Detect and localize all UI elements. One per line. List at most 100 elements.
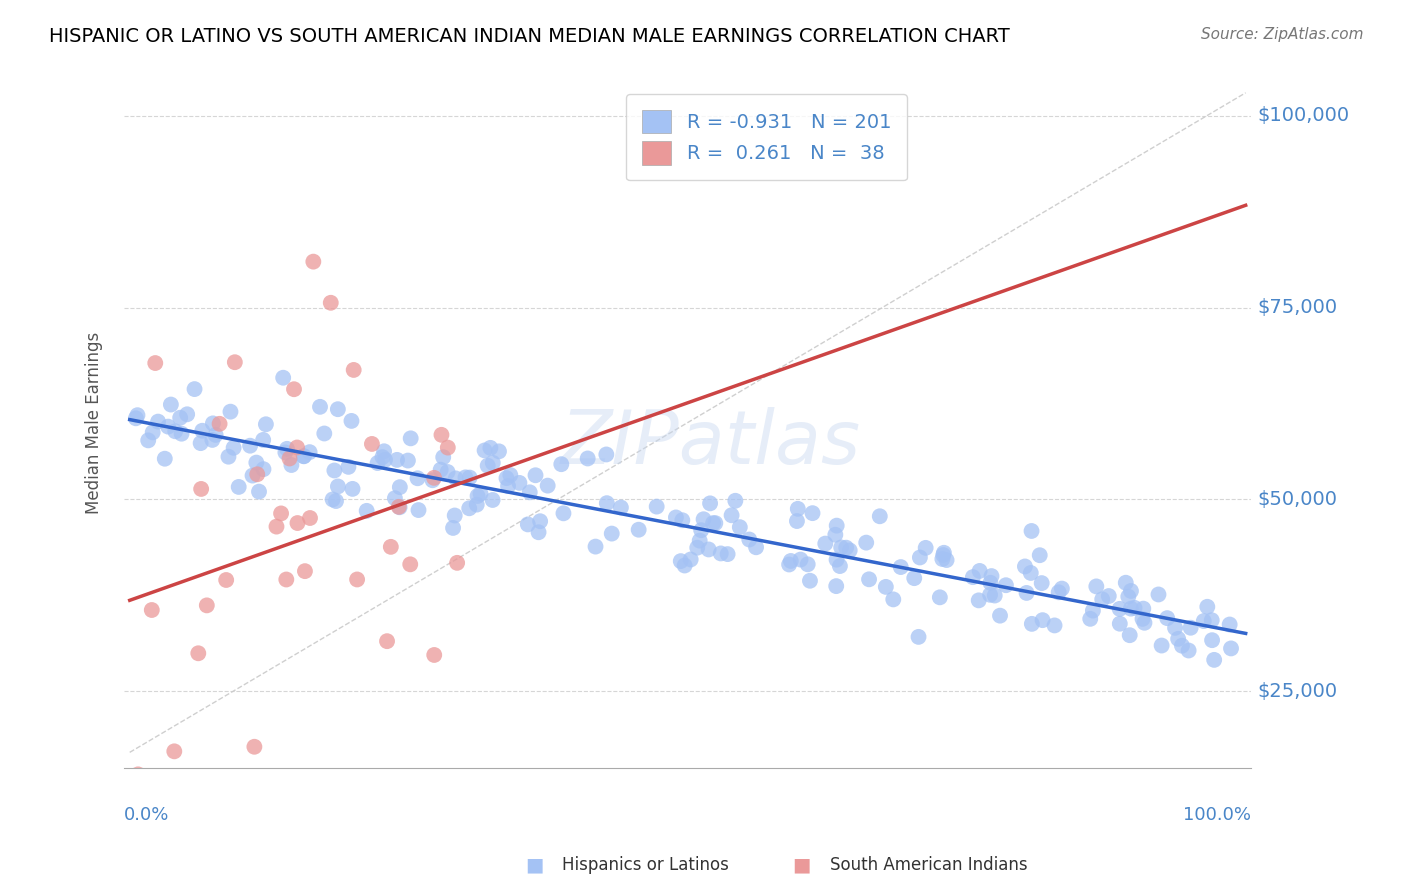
Point (141, 603, 163, 617)
Point (686, 541, 709, 555)
Point (266, 519, 288, 533)
Point (699, 496, 721, 510)
Point (294, 564, 316, 578)
Point (380, 540, 402, 554)
Point (576, 451, 599, 466)
Point (779, 554, 801, 568)
Point (326, 402, 349, 417)
Point (496, 479, 519, 493)
Point (176, 407, 198, 421)
Point (825, 518, 848, 533)
Point (385, 453, 408, 467)
Point (692, 512, 714, 526)
Point (356, 504, 378, 518)
Point (1078, 612, 1101, 626)
Text: ■: ■ (792, 855, 811, 875)
Point (786, 514, 808, 528)
Point (516, 517, 538, 532)
Point (728, 520, 751, 534)
Point (222, 441, 245, 455)
Point (724, 493, 747, 508)
Point (292, 449, 315, 463)
Point (931, 552, 953, 566)
Point (388, 500, 411, 514)
Point (190, 482, 212, 496)
Point (1050, 582, 1073, 596)
Point (983, 589, 1005, 603)
Point (1021, 616, 1043, 631)
Point (914, 541, 936, 555)
Point (610, 500, 633, 515)
Point (153, 451, 176, 466)
Point (444, 471, 467, 485)
Point (224, 355, 246, 369)
Point (720, 508, 742, 523)
Point (422, 473, 444, 487)
Point (170, 426, 193, 441)
Point (907, 630, 929, 644)
Point (388, 500, 411, 515)
Point (967, 593, 990, 607)
Point (1132, 601, 1154, 615)
Point (1047, 585, 1070, 599)
Point (465, 498, 488, 512)
Point (432, 450, 454, 465)
Legend: R = -0.931   N = 201, R =  0.261   N =  38: R = -0.931 N = 201, R = 0.261 N = 38 (627, 94, 907, 180)
Point (508, 475, 530, 490)
Point (789, 552, 811, 566)
Point (1167, 632, 1189, 646)
Point (1031, 576, 1053, 591)
Point (373, 444, 395, 458)
Point (524, 468, 547, 483)
Point (143, 356, 166, 370)
Point (1015, 586, 1038, 600)
Point (717, 547, 740, 561)
Text: Hispanics or Latinos: Hispanics or Latinos (562, 856, 730, 874)
Point (399, 558, 422, 572)
Point (495, 471, 517, 485)
Point (710, 546, 733, 560)
Point (1119, 601, 1142, 615)
Point (1147, 587, 1170, 601)
Point (980, 569, 1002, 583)
Point (697, 542, 720, 557)
Point (430, 427, 453, 442)
Point (1043, 618, 1066, 632)
Text: $50,000: $50,000 (1257, 490, 1337, 508)
Point (1085, 579, 1108, 593)
Point (596, 496, 619, 510)
Point (830, 541, 852, 555)
Point (361, 437, 384, 451)
Point (1171, 639, 1194, 653)
Point (1108, 602, 1130, 616)
Point (436, 441, 458, 455)
Point (935, 553, 957, 567)
Point (287, 516, 309, 530)
Point (988, 608, 1011, 623)
Point (1156, 611, 1178, 625)
Point (1108, 616, 1130, 631)
Point (796, 558, 818, 572)
Point (1021, 524, 1043, 538)
Point (690, 523, 713, 537)
Point (325, 494, 347, 508)
Point (858, 572, 880, 586)
Point (446, 556, 468, 570)
Point (298, 445, 321, 459)
Point (270, 507, 292, 521)
Point (1201, 613, 1223, 627)
Point (346, 573, 368, 587)
Point (1014, 559, 1036, 574)
Point (384, 491, 406, 506)
Point (163, 744, 186, 758)
Point (702, 516, 724, 530)
Point (1197, 599, 1219, 614)
Point (838, 543, 860, 558)
Point (142, 425, 165, 440)
Point (302, 254, 325, 268)
Point (208, 417, 231, 431)
Point (367, 456, 389, 470)
Point (778, 558, 800, 572)
Point (408, 503, 430, 517)
Text: ■: ■ (524, 855, 544, 875)
